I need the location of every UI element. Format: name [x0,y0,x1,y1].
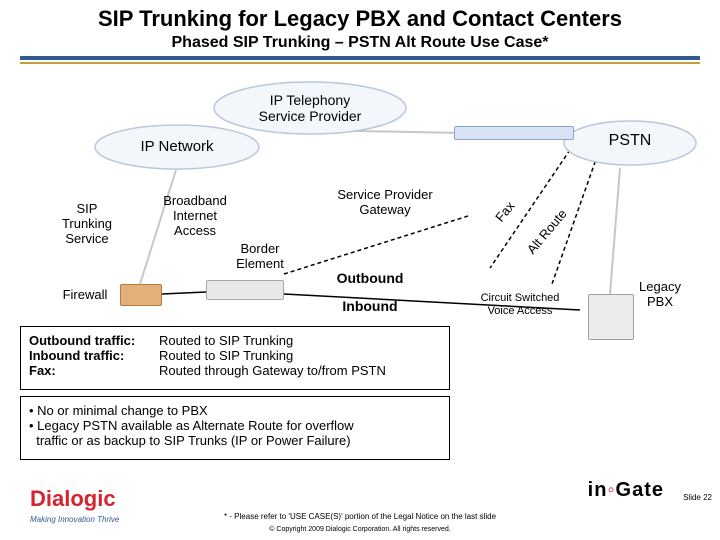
device-pstn-server [454,126,574,140]
cloud-ipnet-label: IP Network [92,138,262,155]
label-sip-trunking-service: SIPTrunkingService [42,202,132,247]
label-broadband: BroadbandInternetAccess [150,194,240,239]
label-circuit-switched-voice-access: Circuit SwitchedVoice Access [460,292,580,317]
cloud-pstn: PSTN [560,118,700,168]
device-legacy-pbx [588,294,634,340]
info-box-bullets: • No or minimal change to PBX• Legacy PS… [20,396,450,460]
footnote-copyright: © Copyright 2009 Dialogic Corporation. A… [0,526,720,533]
logo-dialogic: Dialogic [30,486,116,512]
slide-subtitle: Phased SIP Trunking – PSTN Alt Route Use… [0,32,720,52]
device-border-element [206,280,284,300]
logo-ingate: in◦Gate [588,479,664,502]
device-firewall [120,284,162,306]
footnote-use-case: * - Please refer to 'USE CASE(S)' portio… [0,512,720,521]
label-service-provider-gateway: Service ProviderGateway [320,188,450,218]
cloud-ipnet: IP Network [92,122,262,172]
cloud-itsp-label: IP TelephonyService Provider [210,92,410,124]
info-box-routing: Outbound traffic:Routed to SIP TrunkingI… [20,326,450,390]
label-outbound: Outbound [320,270,420,286]
title-rule [20,56,700,64]
label-firewall: Firewall [50,288,120,303]
network-diagram: IP TelephonyService Provider IP Network … [0,70,720,410]
label-inbound: Inbound [320,298,420,314]
label-border-element: BorderElement [220,242,300,272]
slide-number: Slide 22 [683,493,712,502]
slide-title: SIP Trunking for Legacy PBX and Contact … [0,0,720,32]
cloud-pstn-label: PSTN [560,132,700,150]
